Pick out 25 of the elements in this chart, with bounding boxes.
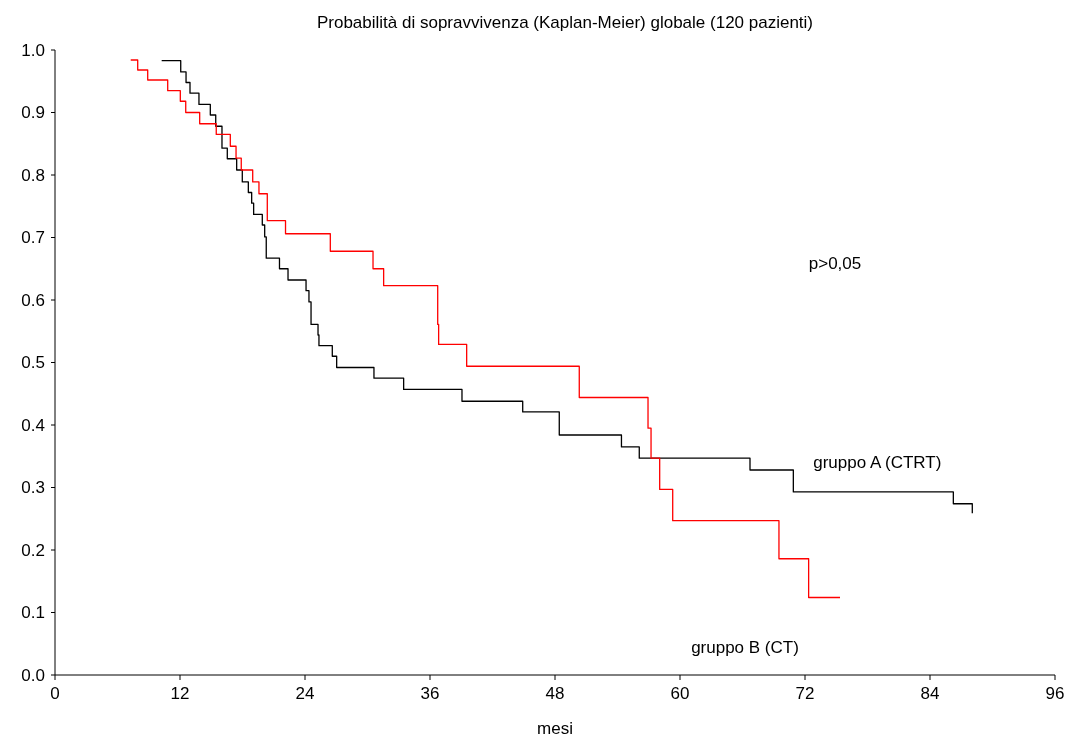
y-tick-label: 0.6	[21, 290, 45, 310]
chart-title: Probabilità di sopravvivenza (Kaplan-Meier) globale (120 pazienti)	[316, 13, 814, 32]
x-tick-label: 24	[295, 684, 315, 703]
y-tick-label: 0.5	[21, 353, 45, 373]
y-tick-label: 0.3	[21, 478, 45, 498]
x-tick-label: 60	[670, 684, 690, 703]
series-label: gruppo A (CTRT)	[813, 453, 942, 473]
y-tick-label: 0.4	[21, 415, 45, 435]
y-tick-label: 0.1	[21, 603, 45, 623]
x-tick-label: 48	[545, 684, 565, 703]
y-tick-label: 0.9	[21, 103, 45, 123]
x-tick-label: 72	[795, 684, 815, 703]
y-tick-label: 0.7	[21, 228, 45, 248]
x-tick-label: 96	[1045, 684, 1065, 703]
x-tick-label: 12	[170, 684, 190, 703]
y-tick-label: 0.8	[21, 165, 45, 185]
x-tick-label: 0	[50, 684, 60, 703]
y-tick-label: 1.0	[21, 40, 45, 60]
y-tick-label: 0.2	[21, 540, 45, 560]
y-tick-label: 0.0	[21, 665, 45, 685]
annotation: p>0,05	[808, 253, 862, 273]
x-axis-title: mesi	[537, 719, 573, 738]
x-tick-label: 36	[420, 684, 440, 703]
x-tick-label: 84	[920, 684, 940, 703]
text: gruppo B (CT)	[691, 637, 799, 657]
